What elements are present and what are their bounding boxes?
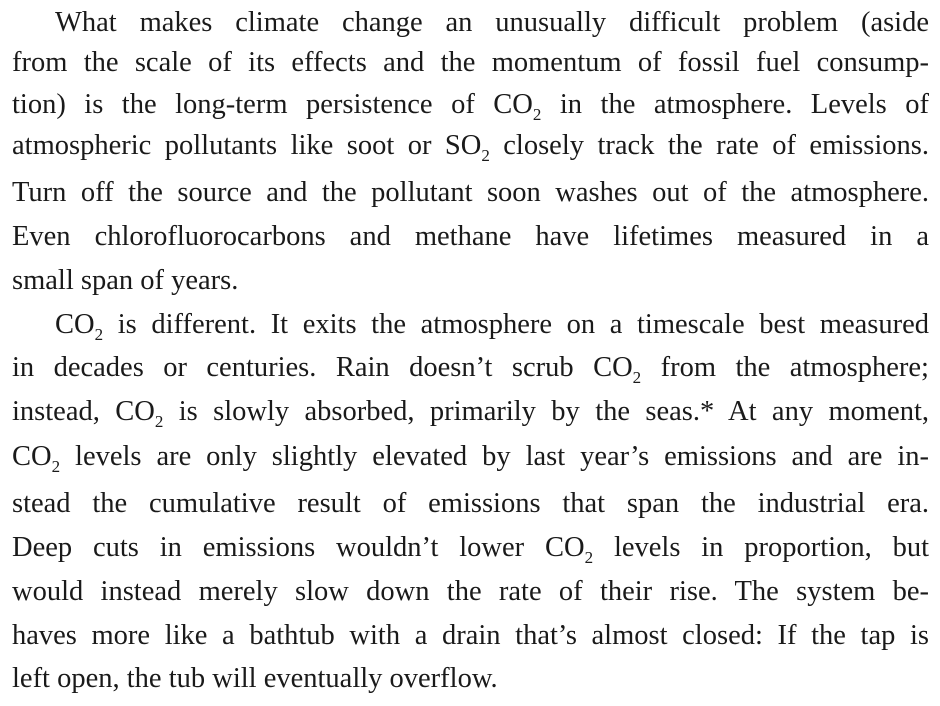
text-line: left open, the tub will eventually overf… bbox=[12, 663, 498, 694]
text-line: would instead merely slow down the rate … bbox=[12, 576, 929, 607]
subscript: 2 bbox=[584, 548, 594, 567]
text-line: tion) is the long-term persistence of CO… bbox=[12, 89, 929, 124]
text-line: atmospheric pollutants like soot or SO2 … bbox=[12, 130, 929, 165]
subscript: 2 bbox=[94, 325, 104, 344]
text-line: CO2 levels are only slightly elevated by… bbox=[12, 441, 929, 476]
subscript: 2 bbox=[481, 146, 490, 165]
text-line: from the scale of its effects and the mo… bbox=[12, 47, 929, 78]
text-line: stead the cumulative result of emissions… bbox=[12, 488, 929, 519]
text-line: instead, CO2 is slowly absorbed, primari… bbox=[12, 396, 929, 431]
text-line: Even chlorofluorocarbons and methane hav… bbox=[12, 221, 929, 252]
text-line: Deep cuts in emissions wouldn’t lower CO… bbox=[12, 532, 929, 567]
text-line: Turn off the source and the pollutant so… bbox=[12, 177, 929, 208]
text-line: in decades or centuries. Rain doesn’t sc… bbox=[12, 352, 929, 387]
subscript: 2 bbox=[154, 412, 164, 431]
text-line: What makes climate change an unusually d… bbox=[55, 7, 929, 38]
text-line: haves more like a bathtub with a drain t… bbox=[12, 620, 929, 651]
text-line: CO2 is different. It exits the atmospher… bbox=[55, 309, 929, 344]
text-line: small span of years. bbox=[12, 265, 239, 296]
subscript: 2 bbox=[632, 368, 642, 387]
subscript: 2 bbox=[532, 105, 542, 124]
subscript: 2 bbox=[51, 457, 61, 476]
